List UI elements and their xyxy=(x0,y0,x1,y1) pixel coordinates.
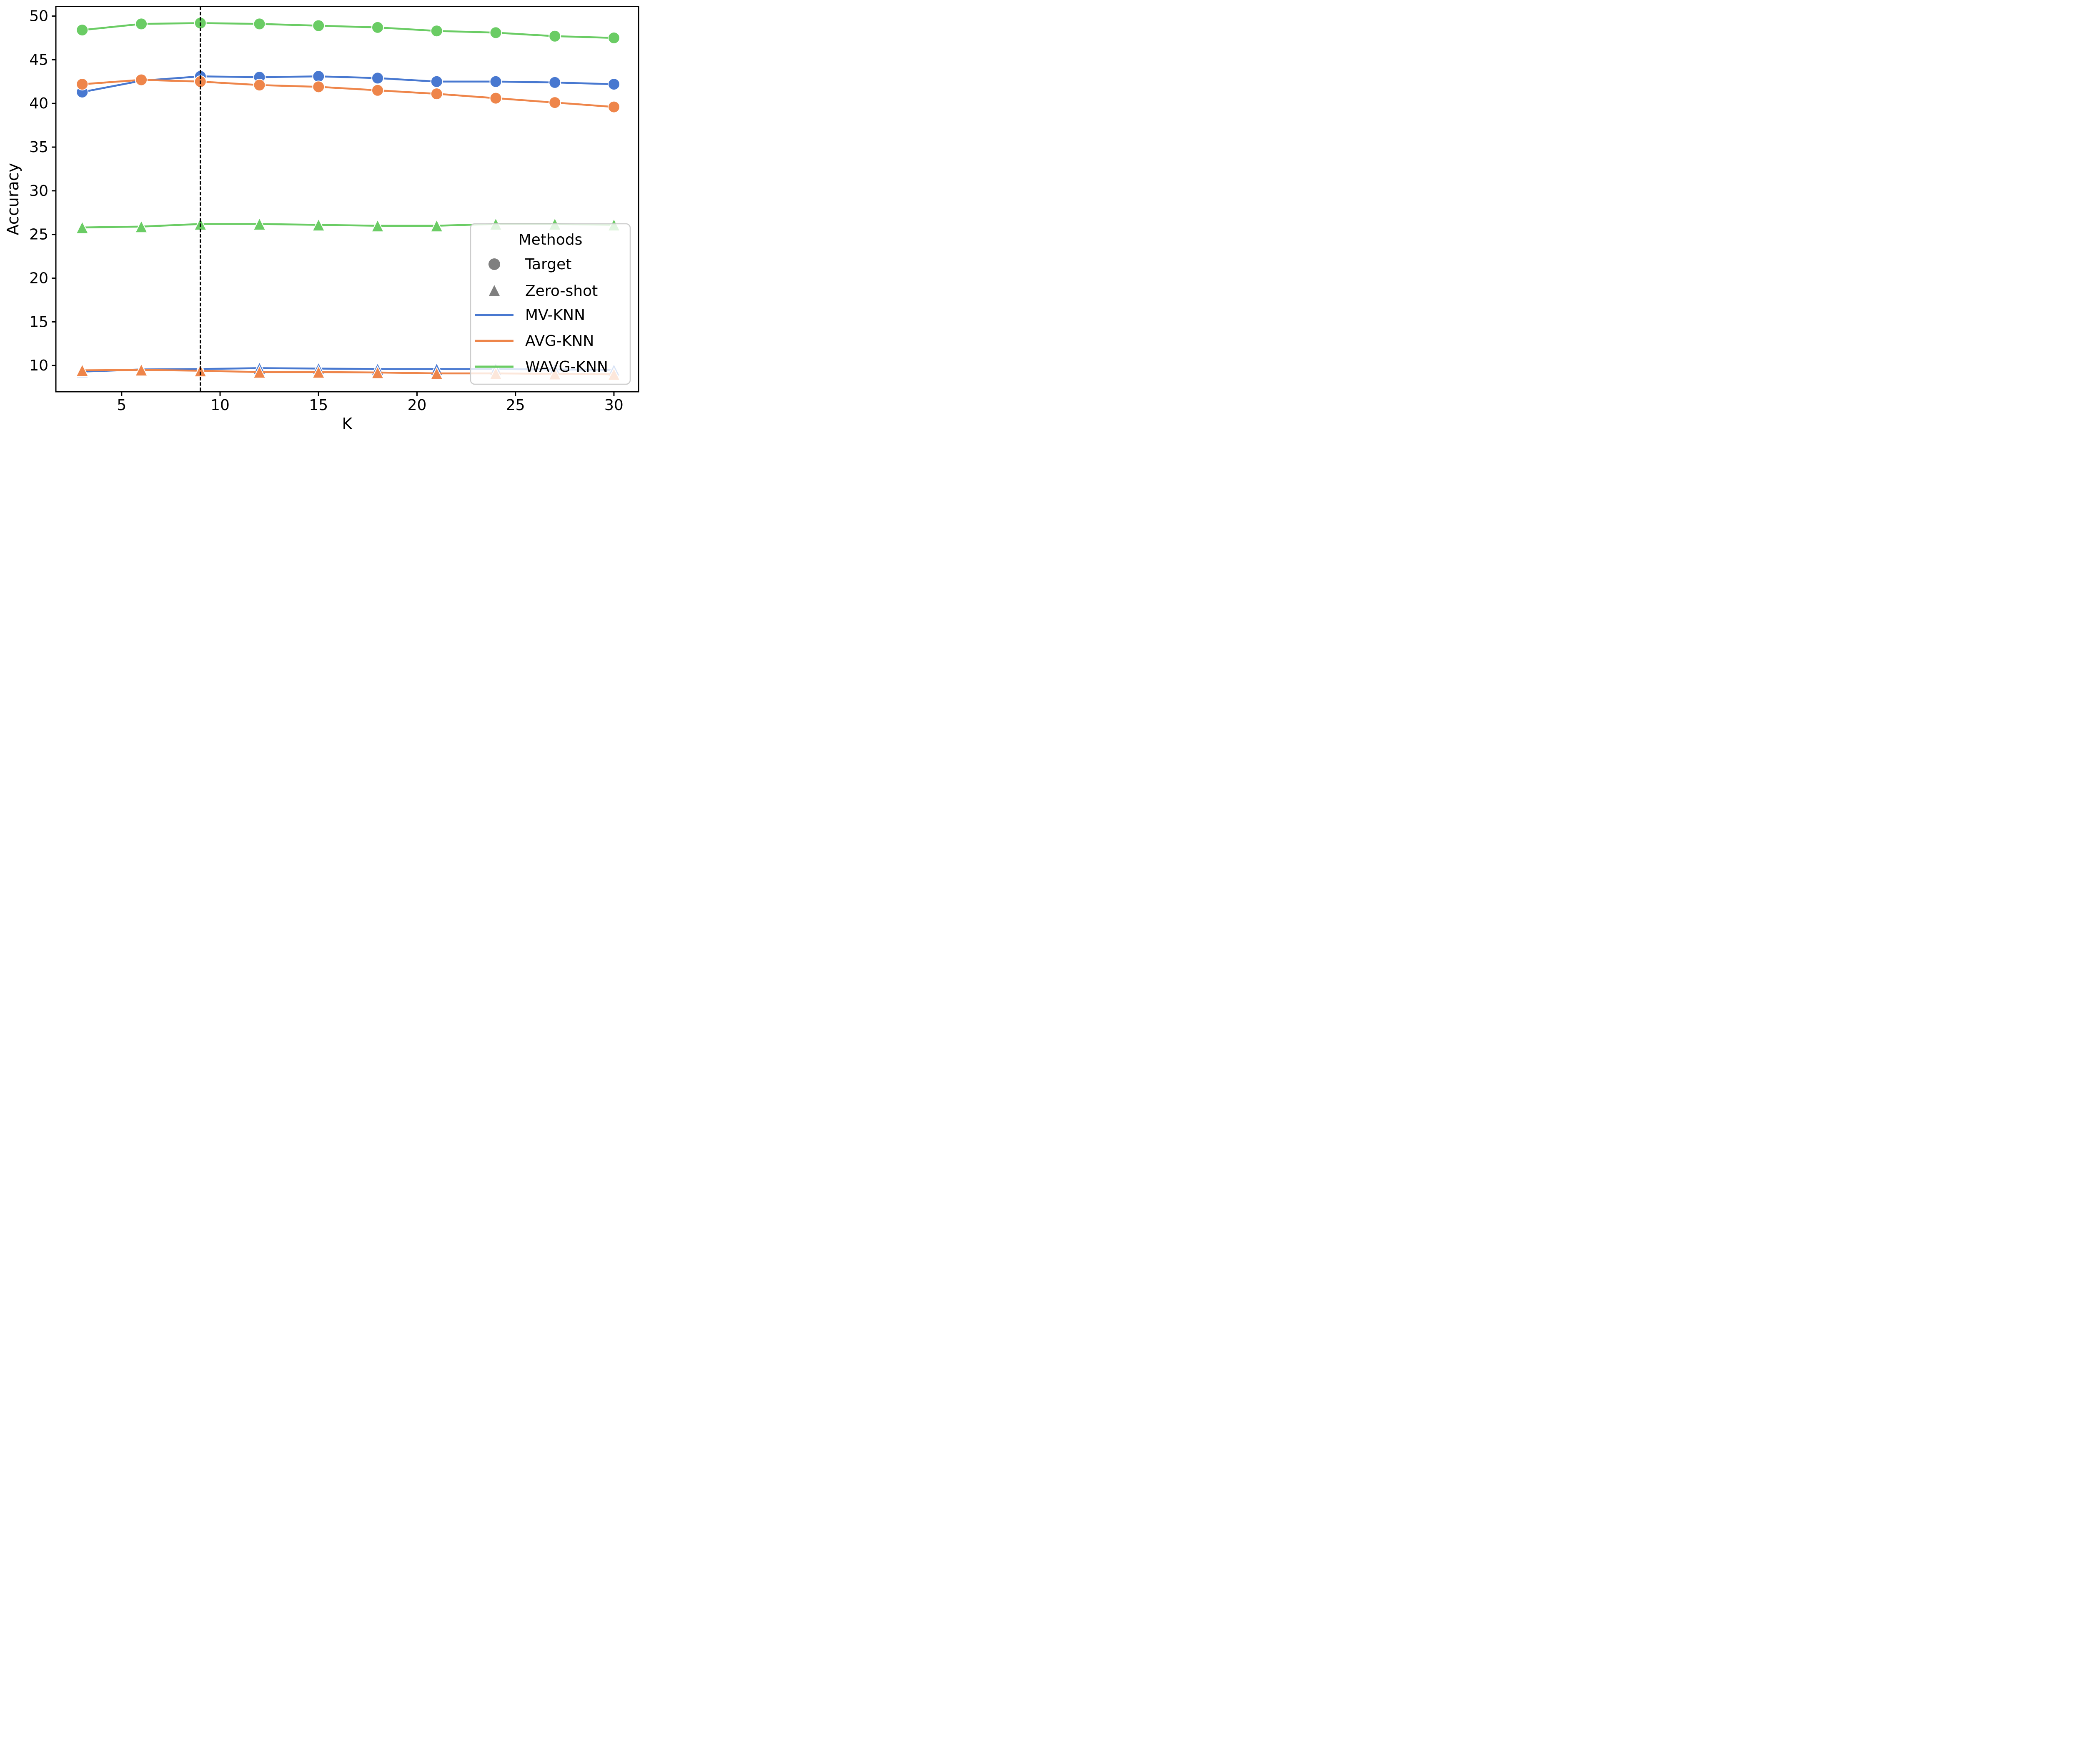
y-tick-label: 35 xyxy=(29,139,48,156)
data-point-triangle xyxy=(253,365,266,379)
legend-box xyxy=(470,223,631,385)
y-tick-label: 30 xyxy=(29,183,48,200)
y-tick-label: 10 xyxy=(29,357,48,374)
y-tick-label: 25 xyxy=(29,226,48,243)
data-point-circle xyxy=(371,21,384,34)
x-tick-label: 15 xyxy=(309,397,328,414)
series-avg-knn-target xyxy=(76,73,620,113)
data-point-circle xyxy=(607,78,620,91)
data-point-triangle xyxy=(371,365,385,379)
data-point-circle xyxy=(607,100,620,113)
y-tick-label: 50 xyxy=(29,8,48,25)
accuracy-vs-k-line-chart: 5 10 15 20 25 30 10 15 20 25 30 35 40 45 50 K Accuracy Me… xyxy=(4,6,639,433)
data-point-circle xyxy=(607,31,620,44)
data-point-triangle xyxy=(430,218,443,233)
legend-entry-zero-shot: Zero-shot xyxy=(489,283,598,300)
data-point-circle xyxy=(489,26,502,39)
series-line xyxy=(82,75,614,93)
legend-entry-label: MV-KNN xyxy=(525,307,585,324)
plot-border xyxy=(55,6,639,393)
x-tick-label: 10 xyxy=(210,397,230,414)
y-tick-label: 45 xyxy=(29,51,48,68)
legend-entry-label: AVG-KNN xyxy=(525,333,594,350)
series-mv-knn-target xyxy=(76,70,620,98)
data-point-triangle xyxy=(75,363,89,377)
data-point-circle xyxy=(549,30,561,43)
data-point-circle xyxy=(76,78,89,91)
y-tick-label: 40 xyxy=(29,95,48,112)
data-point-triangle xyxy=(75,220,89,234)
data-point-circle xyxy=(549,96,561,109)
data-point-circle xyxy=(135,73,148,86)
data-point-triangle xyxy=(312,365,326,379)
y-axis: 10 15 20 25 30 35 40 45 50 xyxy=(29,8,56,374)
data-point-circle xyxy=(430,75,443,88)
data-point-triangle xyxy=(371,218,385,233)
legend-entry-target: Target xyxy=(488,256,571,273)
series-wavg-knn-target xyxy=(76,17,620,44)
y-axis-title: Accuracy xyxy=(4,163,22,235)
legend-entry-avg-knn: AVG-KNN xyxy=(475,333,594,350)
x-tick-label: 5 xyxy=(117,397,126,414)
data-point-triangle xyxy=(193,363,207,378)
data-point-triangle xyxy=(430,366,443,380)
legend-entry-wavg-knn: WAVG-KNN xyxy=(475,358,608,375)
data-point-circle xyxy=(371,84,384,97)
legend-entry-label: Target xyxy=(525,256,571,273)
data-point-circle xyxy=(135,18,148,30)
data-point-circle xyxy=(312,70,325,83)
x-tick-label: 25 xyxy=(506,397,525,414)
y-tick-label: 15 xyxy=(29,313,48,330)
data-point-circle xyxy=(253,18,266,30)
legend-title: Methods xyxy=(518,231,583,248)
y-tick-label: 20 xyxy=(29,270,48,287)
series-line xyxy=(82,79,614,108)
legend: Methods Target Zero-shot MV-KNN AVG-KNN WAVG-… xyxy=(470,223,631,385)
data-point-circle xyxy=(489,75,502,88)
data-point-circle xyxy=(430,25,443,38)
data-point-circle xyxy=(430,88,443,100)
data-point-triangle xyxy=(312,218,326,232)
data-point-circle xyxy=(489,92,502,105)
legend-circle-swatch xyxy=(488,258,500,270)
x-axis-title: K xyxy=(342,415,353,433)
x-tick-label: 20 xyxy=(408,397,427,414)
data-point-circle xyxy=(253,79,266,92)
data-point-circle xyxy=(312,19,325,32)
data-point-circle xyxy=(76,24,89,37)
data-point-triangle xyxy=(253,217,266,230)
series-line xyxy=(82,22,614,39)
data-point-circle xyxy=(312,80,325,93)
legend-entry-label: WAVG-KNN xyxy=(525,358,608,375)
x-axis: 5 10 15 20 25 30 xyxy=(117,392,624,414)
data-point-triangle xyxy=(134,220,148,233)
x-tick-label: 30 xyxy=(604,397,624,414)
legend-entry-label: Zero-shot xyxy=(525,283,598,300)
data-point-circle xyxy=(549,76,561,89)
legend-triangle-swatch xyxy=(489,285,500,296)
data-point-circle xyxy=(371,72,384,85)
data-point-triangle xyxy=(134,363,148,377)
figure-canvas: 5 10 15 20 25 30 10 15 20 25 30 35 40 45 50 K Accuracy Me… xyxy=(0,0,643,441)
legend-entry-mv-knn: MV-KNN xyxy=(475,307,585,324)
